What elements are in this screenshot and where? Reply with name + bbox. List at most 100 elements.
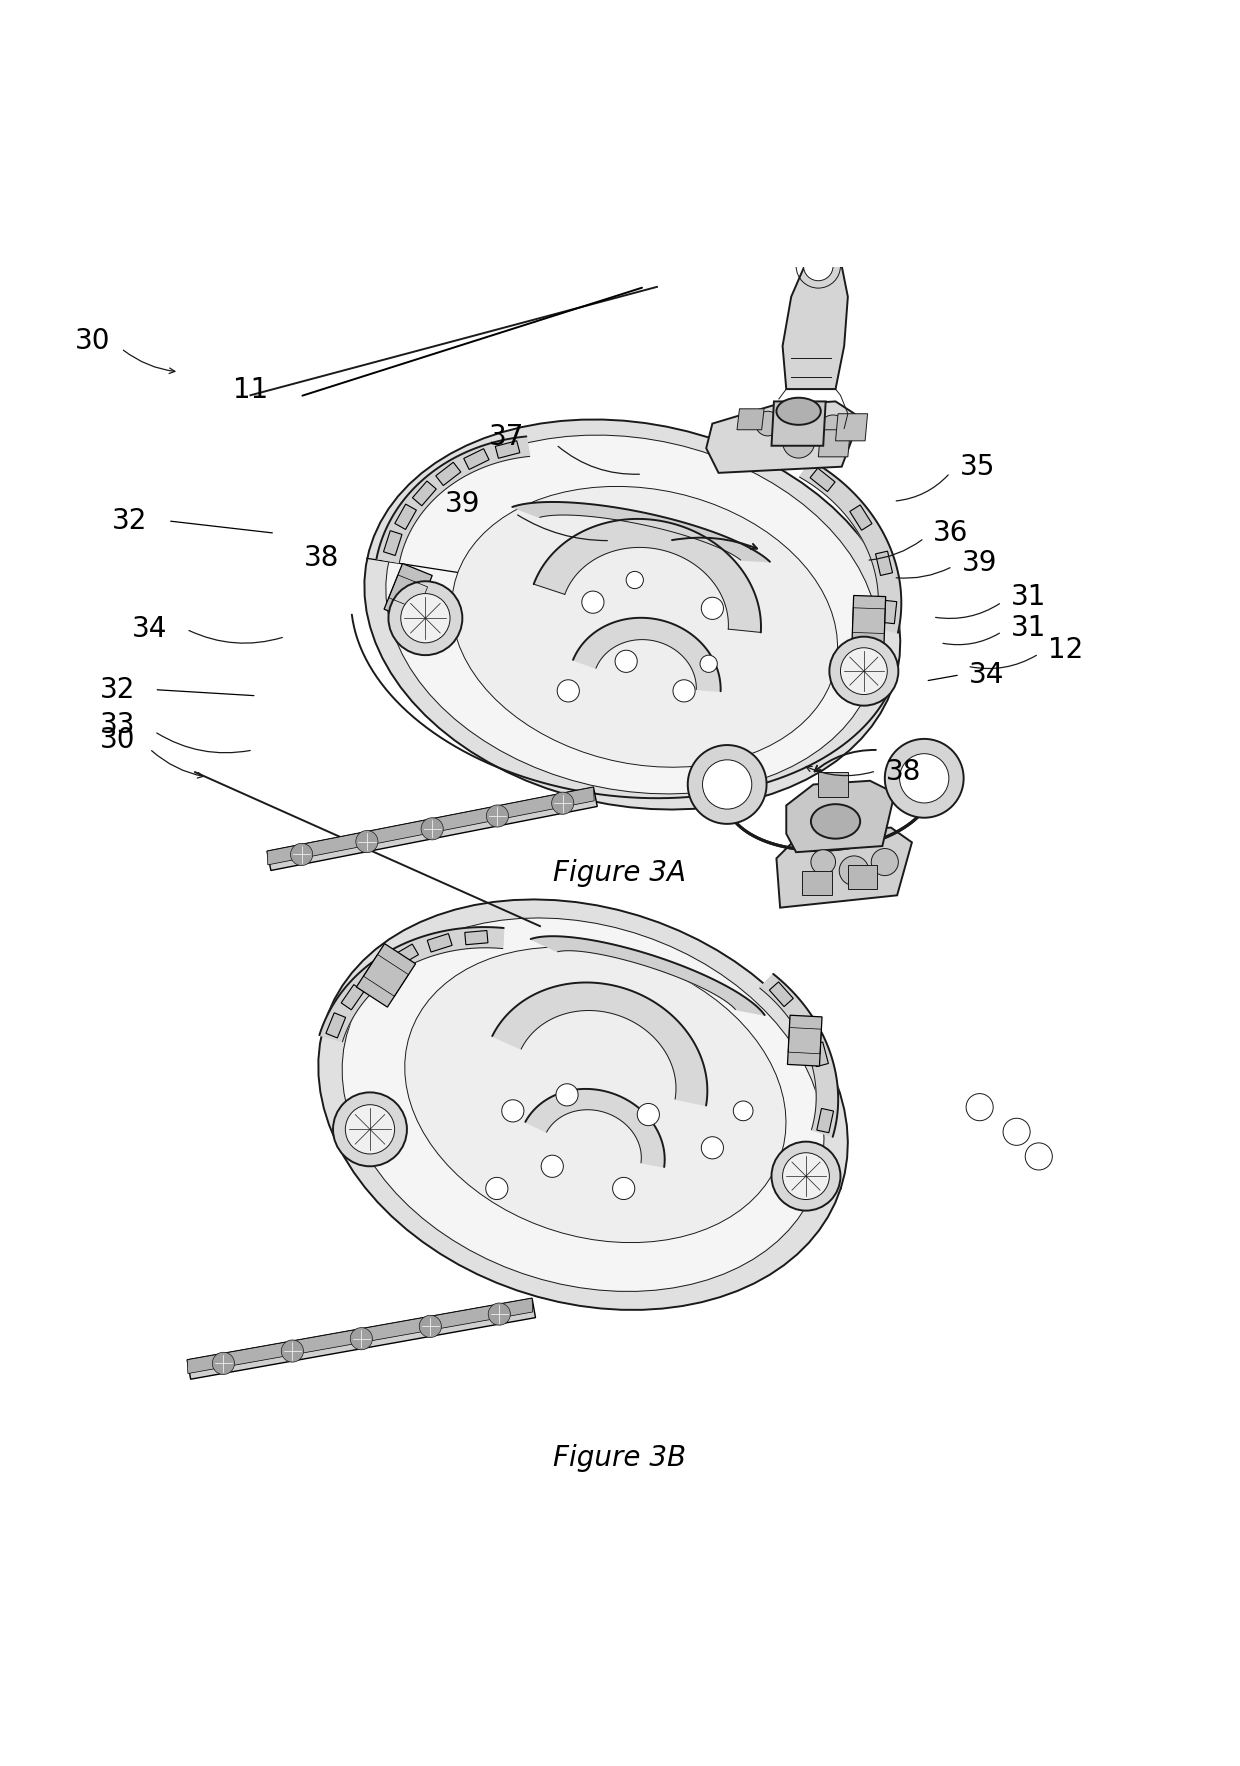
Polygon shape (512, 502, 770, 562)
Circle shape (401, 593, 450, 643)
Polygon shape (818, 429, 851, 457)
Polygon shape (356, 943, 415, 1007)
Polygon shape (875, 551, 893, 576)
Polygon shape (413, 480, 436, 505)
Circle shape (637, 1104, 660, 1125)
Circle shape (212, 1353, 234, 1374)
Circle shape (489, 1303, 511, 1324)
Text: 39: 39 (445, 489, 480, 517)
Circle shape (771, 1141, 841, 1211)
Polygon shape (326, 1012, 346, 1038)
Polygon shape (365, 961, 388, 985)
Circle shape (755, 411, 780, 436)
Text: 11: 11 (233, 376, 268, 404)
Circle shape (356, 830, 378, 853)
Polygon shape (187, 1298, 533, 1374)
Text: 30: 30 (76, 327, 110, 355)
Polygon shape (787, 1015, 822, 1067)
Circle shape (885, 738, 963, 818)
Polygon shape (464, 449, 489, 470)
Polygon shape (492, 982, 707, 1106)
Text: 39: 39 (962, 549, 997, 577)
Text: 37: 37 (489, 424, 525, 450)
Circle shape (556, 1084, 578, 1106)
Circle shape (557, 680, 579, 701)
Circle shape (818, 415, 848, 445)
Polygon shape (760, 975, 838, 1137)
Polygon shape (383, 530, 402, 556)
Circle shape (615, 650, 637, 673)
Ellipse shape (365, 420, 900, 809)
Polygon shape (810, 468, 835, 491)
Polygon shape (384, 563, 433, 622)
Text: 34: 34 (131, 615, 167, 643)
Text: 31: 31 (1012, 615, 1047, 643)
Circle shape (290, 844, 312, 865)
Polygon shape (428, 934, 453, 952)
Circle shape (350, 1328, 372, 1349)
Polygon shape (769, 982, 794, 1007)
Circle shape (486, 805, 508, 826)
Circle shape (733, 1100, 753, 1121)
Circle shape (582, 592, 604, 613)
Polygon shape (818, 772, 848, 796)
Circle shape (388, 581, 463, 655)
Circle shape (782, 1153, 830, 1199)
Text: 12: 12 (1048, 636, 1084, 664)
Text: 35: 35 (960, 452, 994, 480)
Text: 38: 38 (304, 544, 340, 572)
Polygon shape (341, 985, 363, 1010)
Text: 34: 34 (970, 660, 1004, 689)
Circle shape (703, 759, 751, 809)
Circle shape (626, 572, 644, 588)
Text: Figure 3A: Figure 3A (553, 858, 687, 887)
Polygon shape (848, 865, 878, 888)
Circle shape (841, 648, 888, 694)
Ellipse shape (776, 397, 821, 426)
Ellipse shape (319, 899, 848, 1310)
Polygon shape (782, 251, 848, 389)
Polygon shape (377, 436, 529, 563)
Polygon shape (267, 788, 594, 865)
Text: Figure 3B: Figure 3B (553, 1445, 687, 1473)
Circle shape (1003, 1118, 1030, 1146)
Polygon shape (393, 945, 418, 966)
Circle shape (345, 1106, 394, 1153)
Polygon shape (435, 463, 461, 486)
Polygon shape (533, 519, 761, 632)
Polygon shape (365, 420, 900, 809)
Text: 33: 33 (99, 712, 135, 740)
Circle shape (422, 818, 443, 841)
Text: 30: 30 (99, 726, 135, 754)
Polygon shape (802, 871, 832, 895)
Text: 32: 32 (99, 676, 135, 703)
Polygon shape (776, 828, 911, 908)
Polygon shape (465, 931, 487, 945)
Circle shape (613, 1178, 635, 1199)
Circle shape (502, 1100, 525, 1121)
Circle shape (419, 1316, 441, 1337)
Text: 31: 31 (1012, 583, 1047, 611)
Polygon shape (187, 1298, 536, 1379)
Circle shape (872, 848, 898, 876)
Text: 32: 32 (112, 507, 148, 535)
Text: 36: 36 (932, 519, 967, 547)
Polygon shape (852, 595, 885, 646)
Circle shape (701, 655, 717, 673)
Circle shape (839, 857, 869, 885)
Polygon shape (882, 600, 897, 623)
Circle shape (281, 1340, 304, 1362)
Polygon shape (771, 401, 826, 445)
Ellipse shape (451, 486, 837, 766)
Polygon shape (495, 442, 520, 459)
Circle shape (811, 849, 836, 874)
Polygon shape (849, 505, 872, 530)
Ellipse shape (404, 947, 786, 1243)
Polygon shape (394, 503, 417, 530)
Polygon shape (267, 788, 598, 871)
Circle shape (1025, 1143, 1053, 1171)
Ellipse shape (811, 804, 861, 839)
Circle shape (899, 754, 949, 804)
Polygon shape (817, 1109, 833, 1132)
Circle shape (486, 1178, 508, 1199)
